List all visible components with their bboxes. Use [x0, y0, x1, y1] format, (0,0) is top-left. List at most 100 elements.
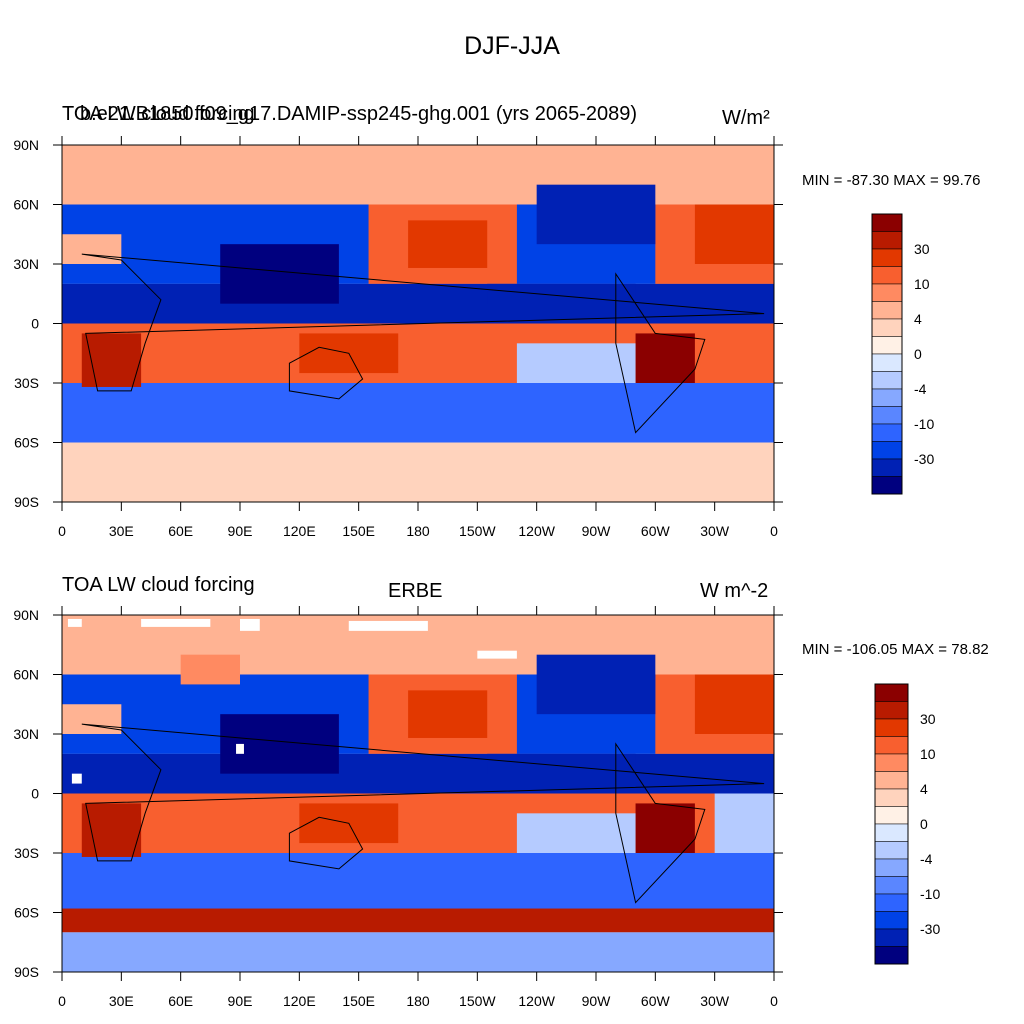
panel1-lon-label: 0	[770, 523, 778, 539]
panel2-colorbar-label: 10	[920, 746, 936, 762]
panel1-field-region	[635, 333, 695, 383]
panel1-field-region	[81, 333, 142, 387]
panel2-coastline	[615, 742, 706, 904]
panel1-colorbar-label: 0	[914, 346, 922, 362]
panel2-colorbar-swatch	[874, 946, 909, 965]
panel1-colorbar-label: 10	[914, 276, 930, 292]
panel2-lon-label: 120E	[283, 993, 316, 1009]
panel1-colorbar-label: -10	[914, 416, 934, 432]
panel1-colorbar-swatch	[871, 213, 903, 232]
panel1-colorbar-swatch	[871, 406, 903, 425]
panel2-lon-label: 30W	[700, 993, 730, 1009]
panel1-field-region	[62, 283, 774, 324]
panel1-lat-label: 60N	[13, 197, 39, 213]
panel1-colorbar-swatch	[871, 388, 903, 407]
panel1-lon-label: 60W	[641, 523, 671, 539]
panel2-field-region	[62, 908, 774, 933]
panel1-colorbar-label: 4	[914, 311, 922, 327]
panel2-min-max: MIN = -106.05 MAX = 78.82	[802, 641, 989, 658]
panel1-colorbar-swatch	[871, 476, 903, 495]
panel1-coastline	[615, 272, 706, 434]
panel1-colorbar-swatch	[871, 423, 903, 442]
panel1-lon-label: 30W	[700, 523, 730, 539]
panel2-lon-label: 0	[770, 993, 778, 1009]
panel2-colorbar-swatch	[874, 841, 909, 860]
panel2-field-region	[714, 793, 774, 853]
panel1-lat-label: 30S	[14, 375, 39, 391]
panel1-field-region	[516, 343, 636, 383]
panel2-colorbar-frame	[874, 683, 909, 965]
panel2-lon-label: 180	[406, 993, 430, 1009]
panel2-missing-data	[477, 650, 517, 659]
panel2-title-center: ERBE	[388, 580, 443, 602]
panel1-colorbar-swatch	[871, 353, 903, 372]
panel2-colorbar-label: 4	[920, 781, 928, 797]
panel1-field-region	[62, 442, 774, 502]
panel1-colorbar-swatch	[871, 336, 903, 355]
panel2-coastline	[288, 816, 364, 870]
panel2-field-region	[180, 654, 240, 685]
panel1-lon-label: 30E	[109, 523, 134, 539]
panel2-colorbar-swatch	[874, 876, 909, 895]
panel1-lon-label: 150W	[459, 523, 496, 539]
panel2-missing-data	[71, 773, 82, 784]
panel2-field-region	[694, 674, 774, 734]
panel2-colorbar-swatch	[874, 928, 909, 947]
panel2-missing-data	[141, 618, 211, 627]
panel2-lat-label: 0	[31, 786, 39, 802]
panel2-lon-label: 60W	[641, 993, 671, 1009]
panel1-field-region	[694, 204, 774, 264]
panel2-colorbar-swatch	[874, 736, 909, 755]
panel2-field-region	[62, 704, 122, 734]
panel1-lon-label: 120E	[283, 523, 316, 539]
figure-title: DJF-JJA	[464, 32, 560, 60]
panel2-lon-label: 90E	[228, 993, 253, 1009]
panel2-lat-label: 60S	[14, 905, 39, 921]
panel2-lon-label: 0	[58, 993, 66, 1009]
panel2-colorbar-swatch	[874, 806, 909, 825]
panel2-lon-label: 30E	[109, 993, 134, 1009]
panel2-lon-label: 150E	[342, 993, 375, 1009]
panel2-colorbar-swatch	[874, 718, 909, 737]
panel2-colorbar-label: -4	[920, 851, 933, 867]
panel2-field-region	[516, 813, 636, 853]
panel1-field-region	[220, 244, 339, 304]
panel1-colorbar-swatch	[871, 318, 903, 337]
panel1-colorbar-swatch	[871, 301, 903, 320]
panel2-colorbar-label: -30	[920, 921, 940, 937]
panel1-field-region	[536, 184, 656, 245]
panel1-lon-label: 0	[58, 523, 66, 539]
panel1-colorbar-swatch	[871, 458, 903, 477]
panel1-lon-label: 180	[406, 523, 430, 539]
panel2-colorbar-label: -10	[920, 886, 940, 902]
panel1-field-region	[62, 234, 122, 264]
panel1-field-region	[62, 145, 774, 205]
panel1-colorbar-label: 30	[914, 241, 930, 257]
panel1-title-right: W/m²	[722, 107, 770, 129]
panel2-lat-label: 30N	[13, 726, 39, 742]
panel2-colorbar-swatch	[874, 701, 909, 720]
panel1-title-center: b.e21.B1850.f09_g17.DAMIP-ssp245-ghg.001…	[80, 103, 638, 125]
panel2-colorbar-swatch	[874, 788, 909, 807]
panel1-colorbar-swatch	[871, 283, 903, 302]
panel1-lat-label: 90S	[14, 494, 39, 510]
panel2-colorbar-label: 30	[920, 711, 936, 727]
panel2-title-left: TOA LW cloud forcing	[62, 574, 255, 596]
panel1-coastline	[81, 253, 765, 392]
panel1-min-max: MIN = -87.30 MAX = 99.76	[802, 172, 981, 189]
panel1-colorbar-swatch	[871, 266, 903, 285]
panel1-colorbar-label: -4	[914, 381, 927, 397]
panel2-field-region	[408, 690, 488, 738]
panel2-field-region	[62, 753, 774, 794]
panel1-field-region	[62, 383, 774, 443]
panel2-colorbar-swatch	[874, 753, 909, 772]
panel1-lat-label: 0	[31, 316, 39, 332]
panel2-lon-label: 90W	[582, 993, 612, 1009]
panel1-colorbar-swatch	[871, 371, 903, 390]
panel1-lon-label: 60E	[168, 523, 193, 539]
panel2-colorbar-swatch	[874, 858, 909, 877]
panel2-field-region	[536, 654, 656, 715]
panel1-colorbar-label: -30	[914, 451, 934, 467]
panel1-lon-label: 90W	[582, 523, 612, 539]
panel2-lon-label: 150W	[459, 993, 496, 1009]
